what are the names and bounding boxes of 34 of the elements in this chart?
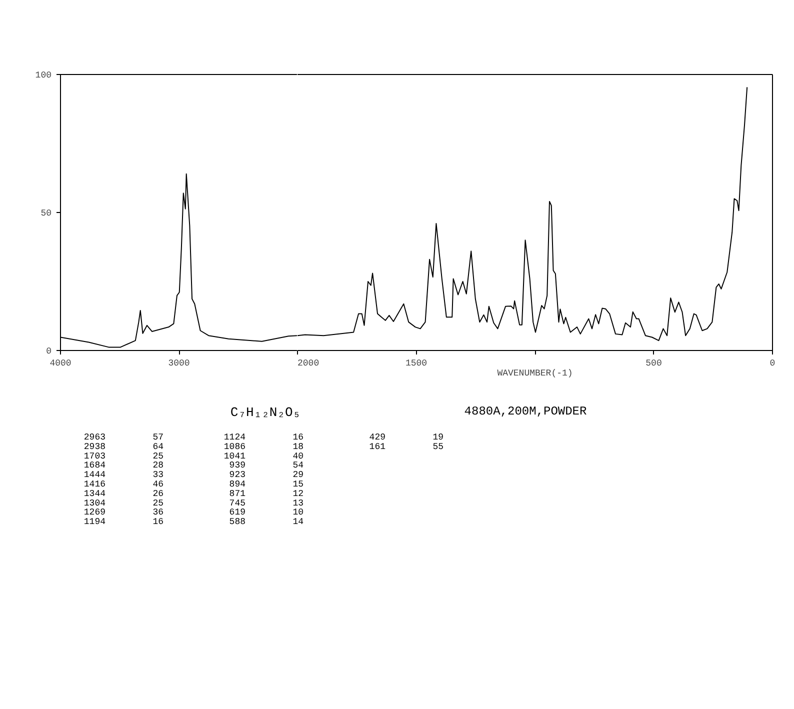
text: 1194 16 (84, 517, 164, 528)
text: 939 54 (229, 460, 304, 471)
text: 2938 64 (84, 442, 164, 452)
text: 745 13 (229, 498, 304, 508)
text: 2963 57 (84, 432, 164, 442)
text: 588 14 (229, 517, 304, 528)
text: C₇H₁₂N₂O₅ (230, 405, 301, 420)
text: 1444 33 (84, 470, 164, 480)
text: 161 55 (369, 442, 444, 452)
y-tick-label: 0 (46, 346, 52, 356)
text: 1124 16 (224, 432, 304, 442)
text: 4880A,200M,POWDER (464, 404, 587, 418)
text: 1416 46 (84, 480, 164, 490)
y-tick-label: 100 (35, 70, 52, 80)
x-axis-title: WAVENUMBER(-1) (497, 368, 573, 378)
text: 1041 40 (224, 451, 304, 462)
x-tick-label: 3000 (168, 358, 190, 368)
text: 923 29 (229, 470, 304, 480)
x-tick-label: 4000 (50, 358, 72, 368)
x-tick-label: 2000 (298, 358, 320, 368)
text: 1684 28 (84, 460, 164, 471)
y-tick-label: 50 (40, 208, 52, 218)
text: 1703 25 (84, 451, 164, 462)
text: 429 19 (369, 432, 444, 442)
text: 871 12 (229, 488, 304, 499)
x-tick-label: 0 (770, 358, 776, 368)
text: 1344 26 (84, 488, 164, 499)
text: 1304 25 (84, 498, 164, 508)
text: 619 10 (229, 508, 304, 518)
x-tick-label: 1500 (405, 358, 428, 368)
x-tick-label: 500 (646, 358, 662, 368)
text: 1086 18 (224, 442, 304, 452)
text: 894 15 (229, 480, 304, 490)
text: 1269 36 (84, 508, 164, 518)
